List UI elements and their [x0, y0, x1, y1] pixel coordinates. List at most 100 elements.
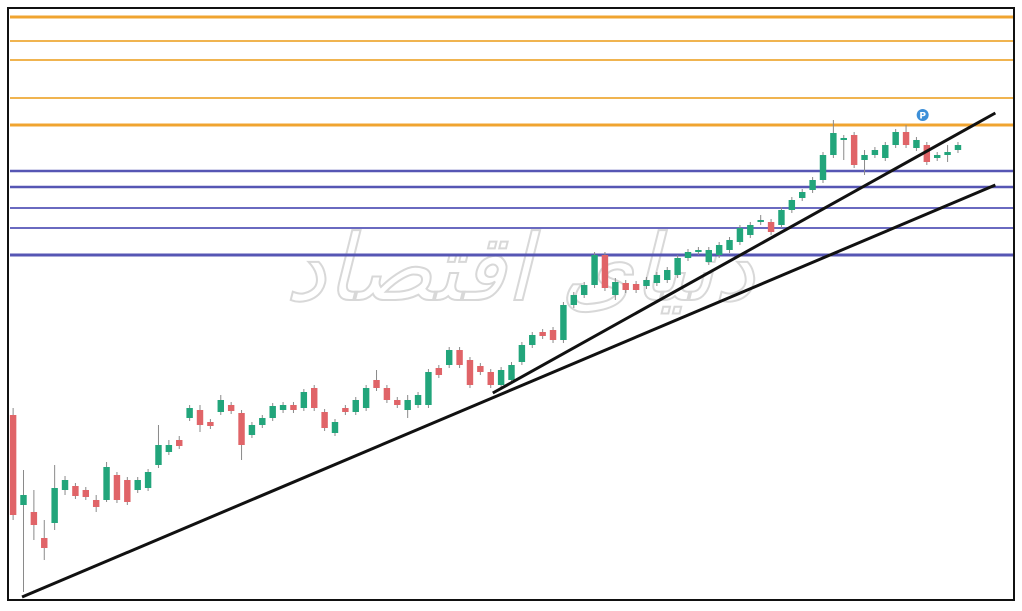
- candle-body: [580, 285, 588, 295]
- candle-body: [290, 405, 297, 410]
- candle-body: [487, 372, 494, 385]
- candle-body: [227, 405, 235, 411]
- candle-body: [840, 138, 847, 140]
- candle-body: [300, 392, 308, 408]
- candle-body: [445, 350, 453, 365]
- candle-body: [684, 252, 692, 258]
- candle-body: [248, 425, 256, 435]
- candle-body: [736, 228, 744, 242]
- candle-body: [632, 284, 640, 290]
- candle-body: [477, 366, 484, 372]
- candle-body: [51, 488, 58, 523]
- candle-body: [404, 400, 411, 410]
- candle-body: [82, 490, 90, 497]
- candle-body: [560, 305, 567, 340]
- candle-body: [913, 140, 920, 148]
- candle-body: [435, 368, 443, 375]
- marker-label: P: [919, 112, 926, 122]
- candle-body: [217, 400, 224, 412]
- candle-body: [622, 283, 629, 290]
- candle-body: [238, 413, 245, 445]
- candle-body: [508, 365, 515, 380]
- candle-body: [549, 330, 557, 340]
- candle-body: [788, 200, 796, 210]
- candle-body: [923, 145, 931, 162]
- candle-body: [944, 152, 951, 155]
- candle-body: [196, 410, 204, 425]
- candle-body: [113, 475, 121, 500]
- candle-body: [414, 395, 422, 405]
- frame: [7, 7, 1015, 601]
- candle-body: [186, 408, 193, 418]
- candle-body: [653, 275, 661, 283]
- candle-body: [643, 280, 650, 286]
- candle-body: [539, 332, 546, 336]
- candle-body: [61, 480, 69, 490]
- candle-body: [529, 335, 536, 345]
- candle-body: [279, 405, 287, 410]
- candle-body: [819, 155, 827, 180]
- candle-body: [373, 380, 380, 388]
- candle-body: [830, 133, 837, 155]
- candle-body: [954, 145, 962, 150]
- candle-body: [30, 512, 38, 525]
- candle-body: [757, 220, 764, 222]
- candle-body: [778, 210, 785, 225]
- candle-body: [664, 270, 671, 280]
- candle-body: [715, 245, 723, 255]
- candle-body: [394, 400, 401, 405]
- candle-body: [103, 467, 110, 500]
- candle-body: [207, 422, 214, 426]
- candle-body: [601, 255, 609, 288]
- candle-body: [342, 408, 349, 412]
- candle-body: [809, 180, 816, 190]
- trend-line: [21, 183, 996, 599]
- candle-body: [591, 255, 598, 285]
- candle-body: [612, 282, 619, 295]
- candle-body: [747, 225, 754, 235]
- candle-body: [518, 345, 526, 362]
- candle-body: [176, 440, 183, 446]
- candle-body: [570, 295, 578, 305]
- candle-body: [155, 445, 162, 465]
- candle-body: [331, 422, 339, 433]
- candle-body: [352, 400, 359, 412]
- candle-body: [9, 415, 17, 515]
- candle-body: [705, 250, 712, 262]
- marker: [916, 109, 929, 121]
- candle-body: [799, 192, 806, 198]
- candle-body: [321, 412, 328, 428]
- candle-body: [674, 258, 681, 275]
- candle-body: [269, 406, 276, 418]
- candle-body: [259, 418, 266, 425]
- candle-body: [933, 155, 941, 158]
- candle-body: [902, 132, 910, 145]
- candle-body: [767, 222, 775, 232]
- candle-body: [892, 132, 899, 145]
- candle-body: [497, 370, 505, 385]
- candle-body: [850, 135, 858, 165]
- candle-body: [20, 495, 27, 505]
- candle-body: [134, 480, 141, 490]
- candle-body: [466, 360, 474, 385]
- candle-body: [72, 486, 79, 496]
- candle-body: [871, 150, 879, 155]
- candle-body: [695, 250, 702, 252]
- candle-body: [144, 472, 152, 488]
- candle-body: [311, 388, 318, 408]
- candle-body: [124, 480, 131, 502]
- candle-body: [425, 372, 432, 405]
- candle-body: [861, 155, 868, 160]
- candle-body: [362, 388, 370, 408]
- candle-body: [92, 500, 100, 507]
- trend-line: [492, 111, 997, 395]
- candle-body: [383, 388, 391, 400]
- candle-body: [726, 240, 733, 250]
- candle-body: [41, 538, 48, 548]
- candle-body: [882, 145, 889, 158]
- candle-body: [456, 350, 463, 365]
- candle-body: [165, 445, 173, 452]
- watermark: دنیای اقتصاد: [285, 215, 756, 322]
